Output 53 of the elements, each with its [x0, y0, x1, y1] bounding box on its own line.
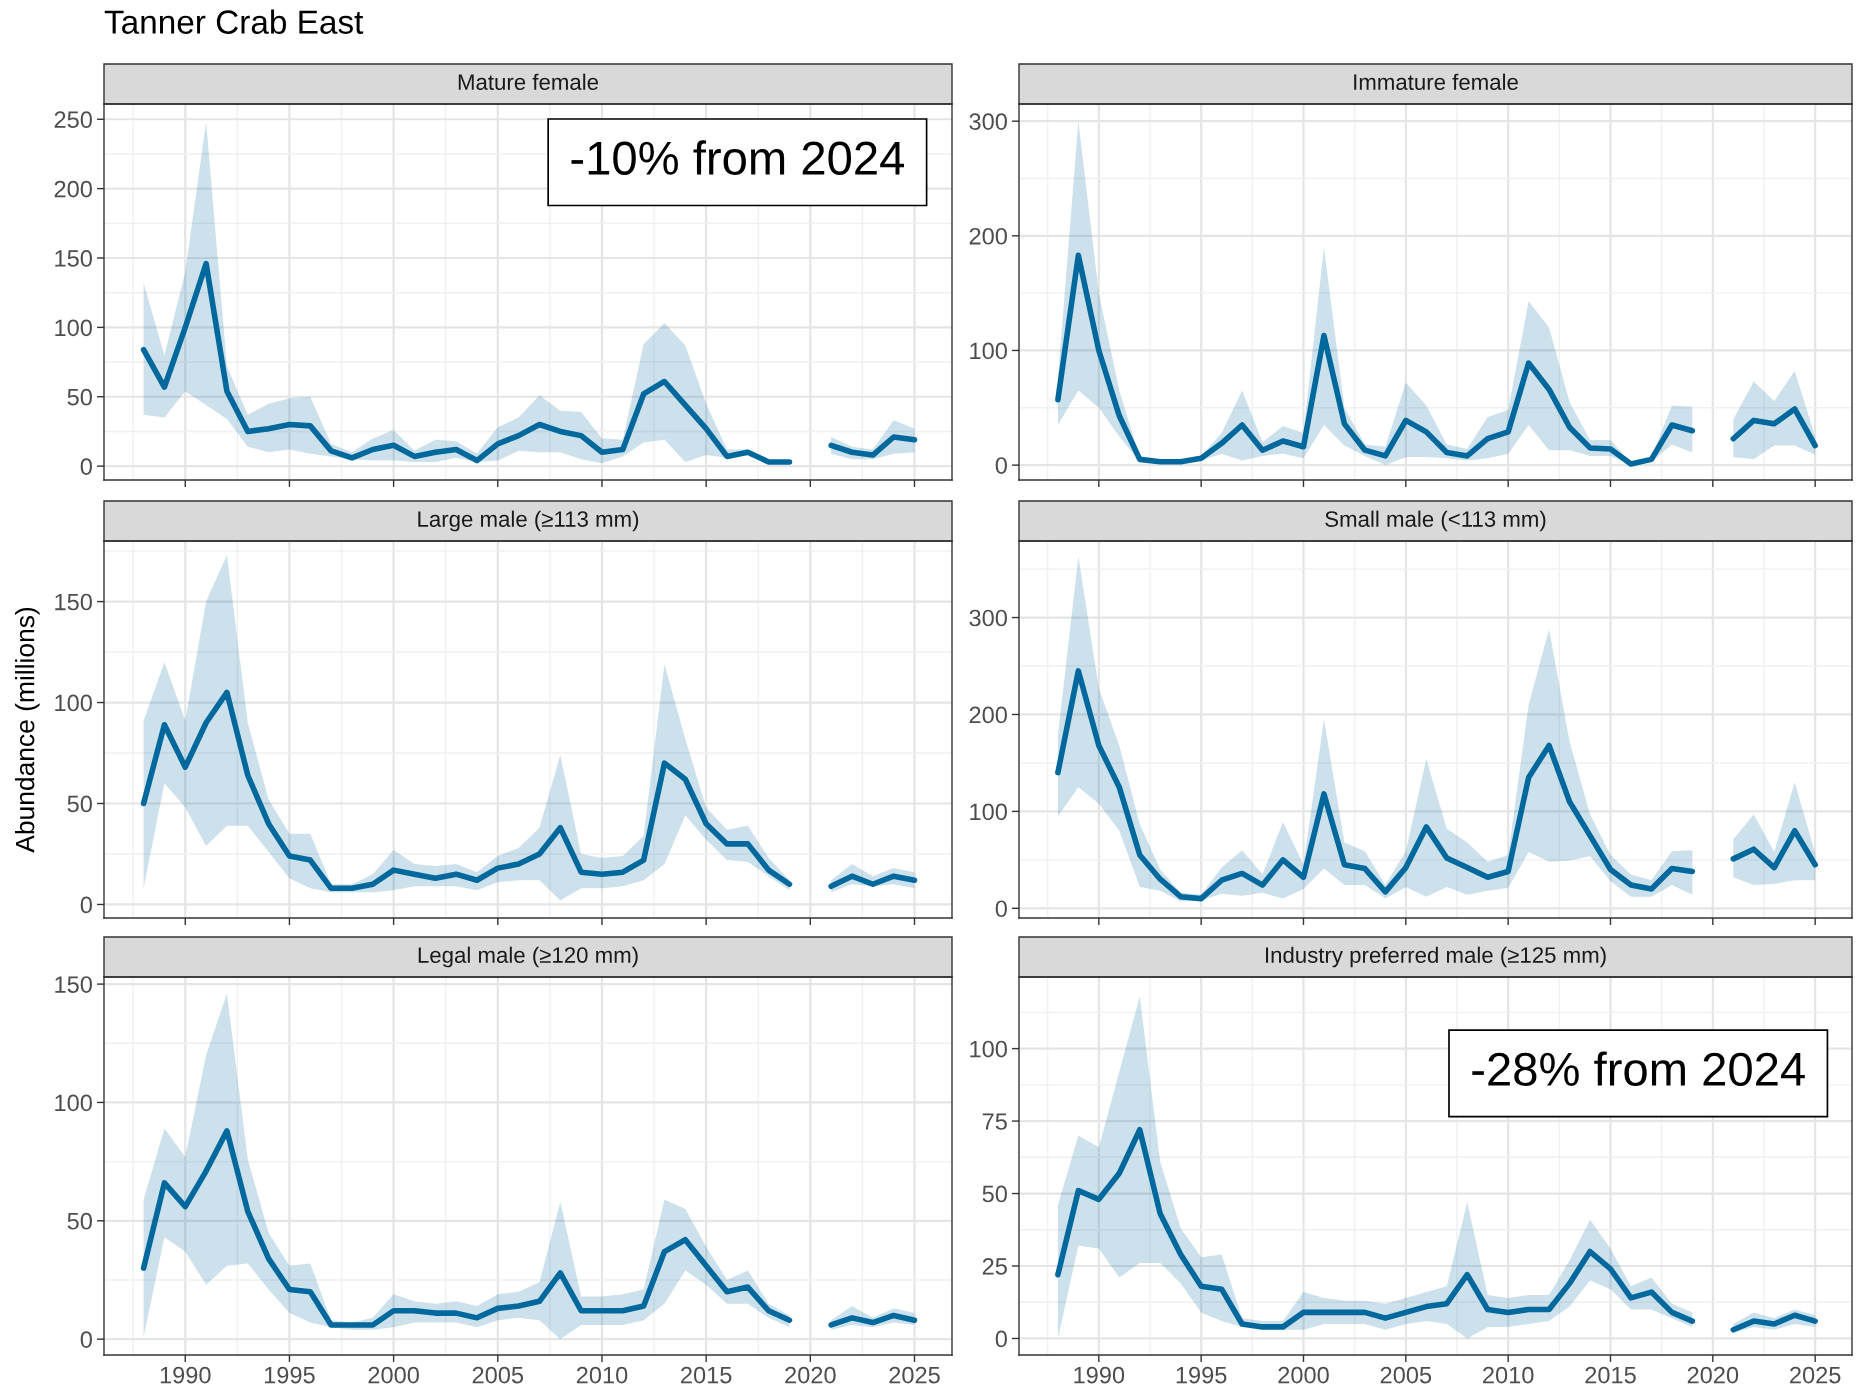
x-tick-label: 1995	[264, 1366, 315, 1384]
y-tick-label: 100	[970, 803, 1007, 821]
y-tick-label: 75	[982, 1113, 1007, 1130]
x-tick-label: 2000	[368, 1366, 419, 1384]
y-tick-label: 0	[80, 896, 92, 914]
x-tick-label: 2015	[681, 1366, 732, 1384]
x-tick-label: 2010	[576, 1366, 628, 1384]
x-tick-label: 2020	[1687, 1366, 1739, 1384]
y-tick-label: 250	[54, 111, 92, 129]
chart-title: Legal male (≥120 mm)	[418, 946, 638, 968]
y-tick-label: 100	[970, 342, 1007, 360]
y-tick-label: 150	[55, 976, 92, 993]
y-axis-title: Abundance (millions)	[15, 607, 40, 853]
annotation: -28% from 2024	[1472, 1051, 1805, 1087]
y-tick-label: 100	[970, 1040, 1007, 1058]
y-tick-label: 0	[80, 458, 92, 475]
y-tick-label: 300	[969, 609, 1007, 627]
y-tick-label: 150	[55, 593, 92, 611]
y-tick-label: 0	[995, 1330, 1007, 1348]
y-tick-label: 100	[55, 694, 92, 712]
chart-title: Large male (≥113 mm)	[418, 510, 639, 532]
x-tick-label: 2020	[785, 1366, 836, 1384]
x-tick-label: 1995	[1176, 1366, 1227, 1384]
y-tick-label: 200	[969, 227, 1007, 245]
x-tick-label: 2015	[1585, 1366, 1636, 1384]
y-tick-label: 150	[55, 250, 92, 267]
text: Tanner Crab East	[104, 9, 364, 34]
y-tick-label: 100	[55, 319, 92, 337]
chart-title: Small male (<113 mm)	[1325, 510, 1546, 532]
x-tick-label: 2000	[1278, 1366, 1329, 1384]
x-tick-label: 1990	[160, 1366, 211, 1384]
y-tick-label: 0	[995, 900, 1007, 918]
y-tick-label: 50	[982, 1185, 1007, 1203]
y-tick-label: 50	[67, 795, 92, 813]
chart-title: Industry preferred male (≥125 mm)	[1265, 946, 1606, 968]
x-tick-label: 2005	[472, 1366, 524, 1384]
y-tick-label: 25	[982, 1258, 1007, 1275]
annotation: -10% from 2024	[571, 140, 904, 175]
x-tick-label: 1990	[1074, 1366, 1125, 1384]
y-tick-label: 100	[55, 1094, 92, 1112]
y-tick-label: 200	[54, 180, 92, 198]
y-tick-label: 50	[67, 1212, 92, 1230]
x-tick-label: 2005	[1380, 1366, 1432, 1384]
y-tick-label: 0	[80, 1331, 92, 1348]
x-tick-label: 2010	[1483, 1366, 1534, 1384]
y-tick-label: 50	[67, 388, 92, 406]
x-tick-label: 2025	[889, 1366, 940, 1384]
x-tick-label: 2025	[1790, 1366, 1841, 1384]
chart-title: Mature female	[458, 73, 599, 90]
chart-title: Immature female	[1354, 73, 1518, 90]
y-tick-label: 200	[969, 706, 1007, 724]
y-tick-label: 300	[969, 113, 1007, 130]
y-tick-label: 0	[995, 457, 1007, 474]
